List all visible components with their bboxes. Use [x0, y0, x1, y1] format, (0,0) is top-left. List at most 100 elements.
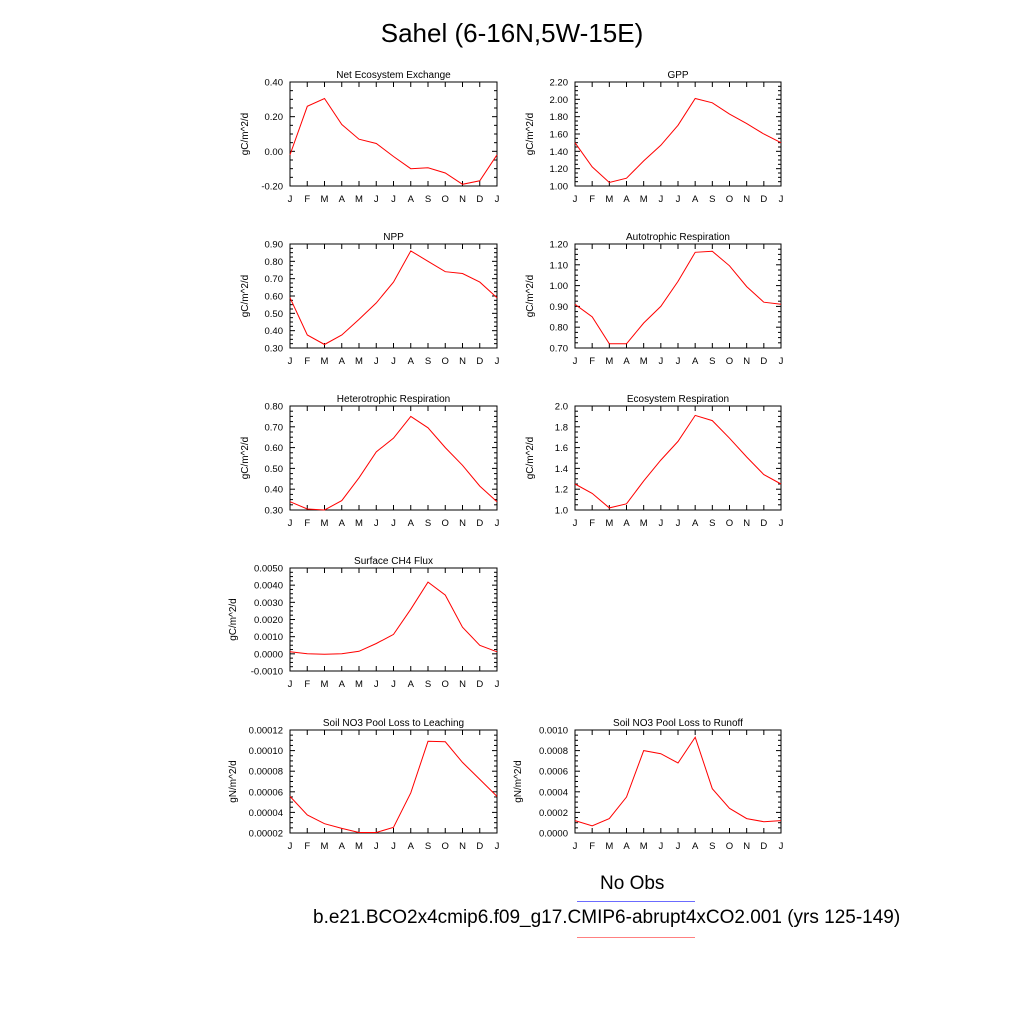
x-tick-label: O [442, 194, 449, 205]
y-tick-label: 1.8 [555, 422, 568, 433]
y-axis-label: gN/m^2/d [228, 760, 239, 803]
y-tick-label: 0.40 [265, 78, 284, 89]
x-tick-label: J [374, 679, 379, 690]
x-tick-label: J [288, 518, 293, 529]
y-tick-label: 0.0050 [254, 564, 283, 575]
x-tick-label: J [676, 194, 681, 205]
x-tick-label: F [304, 356, 310, 367]
y-tick-label: 0.0000 [539, 829, 568, 840]
x-tick-label: J [573, 518, 578, 529]
x-tick-label: A [339, 356, 346, 367]
x-tick-label: A [623, 356, 630, 367]
plot-frame [574, 243, 782, 349]
y-axis-label: gC/m^2/d [525, 437, 536, 480]
y-tick-label: 0.90 [265, 240, 284, 251]
y-tick-label: -0.20 [261, 182, 283, 193]
x-tick-label: A [408, 194, 415, 205]
x-tick-label: M [605, 841, 613, 852]
y-tick-label: 1.80 [550, 112, 569, 123]
x-tick-label: J [374, 518, 379, 529]
y-axis-label: gC/m^2/d [525, 275, 536, 318]
y-tick-label: 0.00010 [249, 746, 283, 757]
x-tick-label: M [321, 356, 329, 367]
x-tick-label: S [425, 194, 431, 205]
x-tick-label: M [640, 841, 648, 852]
plot-frame [289, 405, 498, 511]
x-tick-label: A [692, 841, 699, 852]
x-tick-label: J [391, 356, 396, 367]
x-tick-label: J [779, 356, 784, 367]
x-tick-label: O [442, 841, 449, 852]
x-tick-label: J [495, 518, 500, 529]
x-tick-label: M [605, 518, 613, 529]
y-tick-label: 0.80 [265, 257, 284, 268]
x-tick-label: D [760, 194, 767, 205]
x-tick-label: O [726, 841, 733, 852]
x-tick-label: D [476, 841, 483, 852]
x-tick-label: F [589, 841, 595, 852]
y-tick-label: 0.70 [265, 422, 284, 433]
x-tick-label: A [339, 679, 346, 690]
y-tick-label: 2.00 [550, 95, 569, 106]
y-tick-label: 0.30 [265, 506, 284, 517]
series-line [289, 740, 498, 833]
y-tick-label: 0.90 [550, 302, 569, 313]
y-tick-label: 0.00 [265, 147, 284, 158]
x-tick-label: F [304, 194, 310, 205]
x-tick-label: A [623, 518, 630, 529]
y-tick-label: 1.40 [550, 147, 569, 158]
y-tick-label: 0.0020 [254, 615, 283, 626]
x-tick-label: J [676, 356, 681, 367]
x-tick-label: J [658, 356, 663, 367]
x-tick-label: M [355, 679, 363, 690]
y-axis-label: gN/m^2/d [513, 760, 524, 803]
y-tick-label: 0.00004 [249, 808, 283, 819]
y-tick-label: 0.30 [265, 344, 284, 355]
chart-title: NPP [383, 232, 404, 243]
x-tick-label: M [321, 518, 329, 529]
x-tick-label: D [760, 356, 767, 367]
x-tick-label: N [459, 518, 466, 529]
y-tick-label: 1.20 [550, 240, 569, 251]
x-tick-label: J [495, 841, 500, 852]
x-tick-label: J [374, 356, 379, 367]
x-tick-label: A [623, 841, 630, 852]
x-tick-label: J [288, 194, 293, 205]
x-tick-label: O [442, 679, 449, 690]
x-tick-label: D [476, 518, 483, 529]
x-tick-label: S [425, 518, 431, 529]
y-tick-label: 0.00012 [249, 726, 283, 737]
y-tick-label: 2.0 [555, 402, 568, 413]
y-tick-label: 1.00 [550, 281, 569, 292]
x-tick-label: J [573, 356, 578, 367]
chart-title: Soil NO3 Pool Loss to Leaching [323, 718, 464, 729]
x-tick-label: J [495, 679, 500, 690]
x-tick-label: A [339, 518, 346, 529]
plot-frame [289, 567, 498, 672]
x-tick-label: M [640, 518, 648, 529]
y-axis-label: gC/m^2/d [240, 275, 251, 318]
x-tick-label: J [391, 518, 396, 529]
x-tick-label: S [425, 356, 431, 367]
x-tick-label: O [726, 194, 733, 205]
series-line [289, 415, 498, 511]
y-tick-label: 0.50 [265, 309, 284, 320]
page-title: Sahel (6-16N,5W-15E) [380, 18, 644, 48]
y-tick-label: 0.0002 [539, 808, 568, 819]
y-tick-label: 1.0 [555, 506, 568, 517]
x-tick-label: N [743, 356, 750, 367]
x-tick-label: J [676, 841, 681, 852]
x-tick-label: M [640, 356, 648, 367]
x-tick-label: D [476, 194, 483, 205]
chart-title: Ecosystem Respiration [627, 394, 729, 405]
x-tick-label: N [459, 356, 466, 367]
x-tick-label: M [321, 194, 329, 205]
x-tick-label: N [743, 841, 750, 852]
x-tick-label: M [605, 356, 613, 367]
